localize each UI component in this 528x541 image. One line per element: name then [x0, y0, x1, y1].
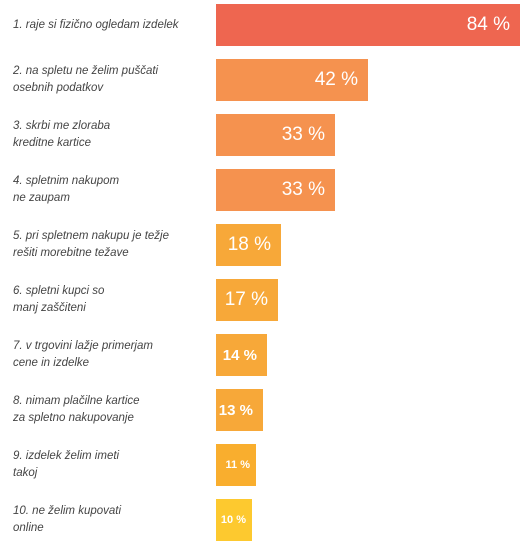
- category-label: 1. raje si fizično ogledam izdelek: [13, 18, 179, 31]
- bar: 84 %: [216, 4, 520, 46]
- category-label: 2. na spletu ne želim puščati osebnih po…: [13, 65, 159, 94]
- bar-value-label: 11 %: [225, 459, 250, 471]
- bar: 11 %: [216, 444, 256, 486]
- category-label: 9. izdelek želim imeti takoj: [13, 450, 120, 479]
- bar-value-label: 33 %: [281, 179, 325, 200]
- bar: 42 %: [216, 59, 368, 101]
- bar: 18 %: [216, 224, 281, 266]
- bar-value-label: 14 %: [222, 346, 257, 364]
- bar: 17 %: [216, 279, 278, 321]
- bar-value-label: 13 %: [218, 401, 253, 419]
- category-label: 4. spletnim nakupom ne zaupam: [13, 175, 120, 204]
- category-label: 8. nimam plačilne kartice za spletno nak…: [13, 395, 140, 424]
- bar-value-label: 33 %: [281, 124, 325, 145]
- category-label: 6. spletni kupci so manj zaščiteni: [13, 285, 105, 314]
- bar: 14 %: [216, 334, 267, 376]
- bar-value-label: 42 %: [314, 69, 358, 90]
- bar-value-label: 17 %: [224, 289, 268, 310]
- bar: 33 %: [216, 169, 335, 211]
- bar: 10 %: [216, 499, 252, 541]
- bar-value-label: 10 %: [220, 514, 246, 526]
- category-label: 3. skrbi me zloraba kreditne kartice: [13, 120, 111, 149]
- bar: 33 %: [216, 114, 335, 156]
- bar-value-label: 84 %: [466, 14, 510, 35]
- bar: 13 %: [216, 389, 263, 431]
- category-label: 7. v trgovini lažje primerjam cene in iz…: [13, 340, 153, 369]
- bar-value-label: 18 %: [227, 234, 271, 255]
- category-label: 10. ne želim kupovati online: [13, 505, 122, 534]
- category-label: 5. pri spletnem nakupu je težje rešiti m…: [13, 230, 169, 259]
